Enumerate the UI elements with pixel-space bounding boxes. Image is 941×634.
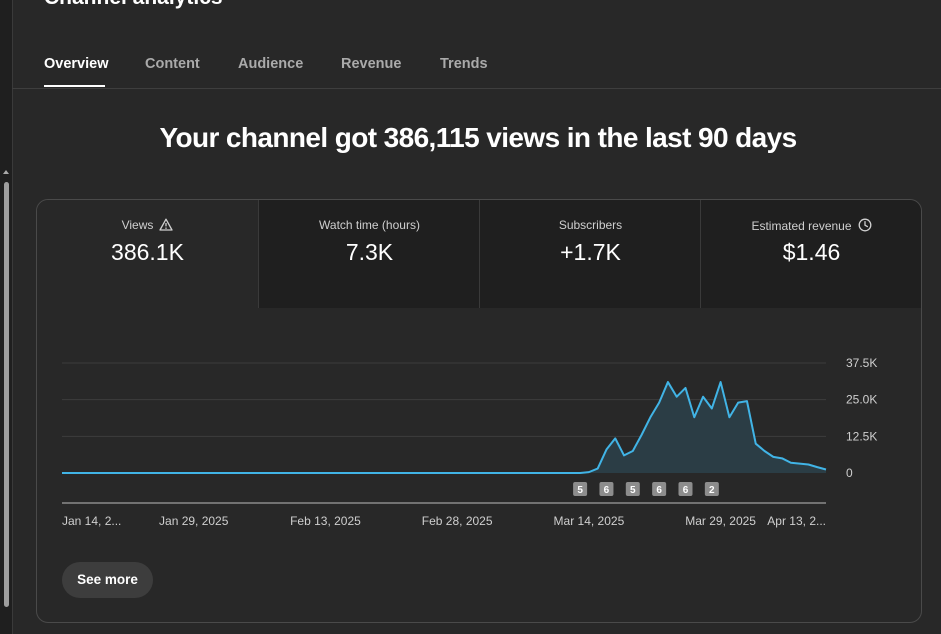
metric-watch-time[interactable]: Watch time (hours) 7.3K	[258, 200, 480, 308]
views-headline: Your channel got 386,115 views in the la…	[159, 122, 797, 153]
metric-revenue-label-row: Estimated revenue	[701, 218, 921, 235]
tabs-divider	[12, 88, 941, 89]
metric-views-label-row: Views	[37, 218, 258, 234]
video-marker-box	[625, 482, 640, 496]
scrollbar-thumb[interactable]	[4, 182, 9, 607]
metric-views-label: Views	[121, 218, 154, 232]
x-tick-label: Apr 13, 2...	[767, 514, 826, 528]
metric-views-value: 386.1K	[111, 239, 184, 265]
video-marker-label: 2	[709, 485, 715, 496]
metric-revenue-label: Estimated revenue	[751, 219, 852, 233]
tab-content[interactable]: Content	[145, 56, 200, 72]
x-tick-label: Mar 29, 2025	[685, 514, 756, 528]
metric-watch-time-value: 7.3K	[345, 239, 394, 265]
tab-revenue[interactable]: Revenue	[341, 56, 402, 72]
x-tick-label: Feb 13, 2025	[290, 514, 361, 528]
x-tick-label: Feb 28, 2025	[422, 514, 493, 528]
views-area-fill	[62, 382, 826, 473]
warning-icon[interactable]	[159, 218, 174, 234]
metric-tabs: Views 386.1K Watch time (hours) 7.3K Sub…	[37, 200, 921, 308]
x-tick-label: Jan 14, 2...	[62, 514, 121, 528]
views-chart: 37.5K 25.0K 12.5K 0 5 6 5 6 6 2 Jan 14, 2... Jan 29…	[62, 356, 877, 528]
y-tick-label: 37.5K	[846, 356, 877, 370]
y-tick-label: 12.5K	[846, 429, 877, 443]
metric-revenue-value: $1.46	[782, 239, 841, 265]
metric-views[interactable]: Views 386.1K	[37, 200, 258, 308]
tab-trends[interactable]: Trends	[440, 56, 488, 72]
views-series-line	[62, 381, 827, 474]
clock-icon[interactable]	[858, 218, 872, 235]
x-tick-label: Jan 29, 2025	[159, 514, 229, 528]
page-title: Channel analytics	[44, 0, 223, 10]
overview-card: Views 386.1K Watch time (hours) 7.3K Sub…	[36, 199, 922, 623]
video-marker-label: 6	[683, 485, 689, 496]
video-marker-box	[652, 482, 667, 496]
metric-watch-time-label: Watch time (hours)	[319, 218, 420, 232]
video-marker-label: 5	[577, 485, 583, 496]
video-marker-label: 5	[630, 485, 636, 496]
video-marker-label: 6	[656, 485, 662, 496]
y-tick-label: 0	[846, 466, 853, 480]
video-marker-box	[678, 482, 693, 496]
video-marker-box	[573, 482, 588, 496]
see-more-button[interactable]: See more	[62, 562, 153, 598]
metric-subscribers[interactable]: Subscribers +1.7K	[479, 200, 701, 308]
video-marker-box	[704, 482, 719, 496]
tab-audience[interactable]: Audience	[238, 56, 304, 72]
metric-subscribers-label: Subscribers	[558, 218, 623, 232]
y-tick-label: 25.0K	[846, 393, 877, 407]
x-tick-label: Mar 14, 2025	[554, 514, 625, 528]
scroll-up-arrow-icon[interactable]	[3, 170, 9, 174]
video-marker-label: 6	[604, 485, 610, 496]
video-marker-box	[599, 482, 614, 496]
tab-overview[interactable]: Overview	[44, 56, 109, 72]
metric-subscribers-value: +1.7K	[560, 239, 621, 265]
metric-estimated-revenue[interactable]: Estimated revenue $1.46	[700, 200, 921, 308]
active-tab-indicator	[44, 85, 105, 87]
